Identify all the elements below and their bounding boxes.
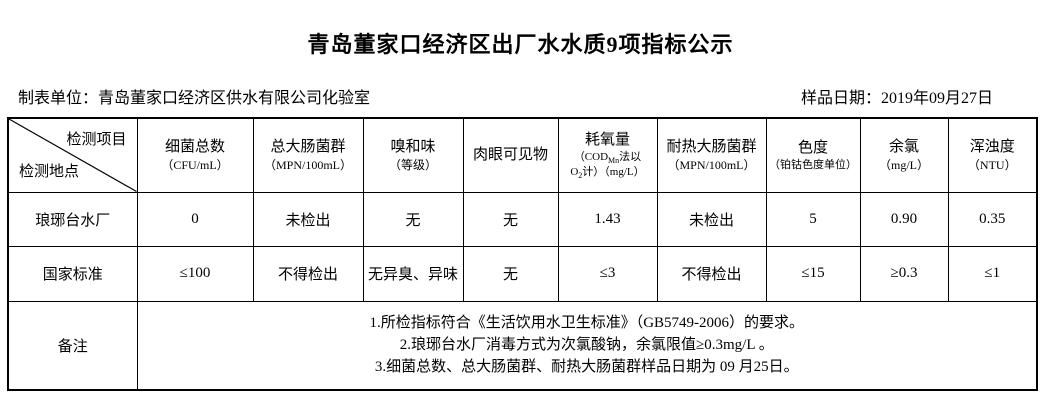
header-name: 嗅和味 [390,138,436,155]
header-thermotolerant-coliform: 耐热大肠菌群 （MPN/100mL） [656,117,767,193]
header-unit: （mg/L） [879,157,929,172]
header-unit-cod-line2: O2计）（mg/L） [570,165,645,180]
data-cell: ≤1 [947,245,1038,302]
corner-bottom-label: 检测地点 [19,163,80,180]
data-cell: 无异臭、异味 [362,245,464,302]
table-row-national-standard: 国家标准 ≤100 不得检出 无异臭、异味 无 ≤3 不得检出 ≤15 ≥0.3… [7,245,1038,302]
notes-row: 备注 1.所检指标符合《生活饮用水卫生标准》（GB5749-2006）的要求。 … [7,300,1038,391]
header-name: 余氯 [888,138,919,155]
header-row: 检测项目 检测地点 细菌总数 （CFU/mL） 总大肠菌群 （MPN/100mL… [7,117,1038,193]
header-unit: （等级） [388,157,437,172]
header-odor-taste: 嗅和味 （等级） [362,117,464,193]
header-name: 色度 [797,139,828,156]
header-name: 总大肠菌群 [270,138,346,155]
note-line: 2.琅琊台水厂消毒方式为次氯酸钠，余氯限值≥0.3mg/L 。 [399,337,774,354]
row-label-langyatai: 琅琊台水厂 [7,191,138,247]
data-cell: 0.35 [947,191,1038,247]
data-cell: ≥0.3 [859,245,949,302]
diagonal-line [9,119,136,191]
header-unit: （MPN/100mL） [667,157,756,172]
header-name: 耐热大肠菌群 [666,138,757,155]
header-name: 浑浊度 [969,138,1015,155]
water-quality-table: 检测项目 检测地点 细菌总数 （CFU/mL） 总大肠菌群 （MPN/100mL… [7,117,1038,391]
data-cell: 未检出 [252,191,364,247]
data-cell: 0 [136,191,254,247]
sample-date-label: 样品日期：2019年09月27日 [800,90,993,107]
corner-top-label: 检测项目 [66,132,127,148]
header-name: 耗氧量 [584,131,630,148]
data-cell: 无 [362,191,464,247]
header-unit: （铂钴色度单位） [769,158,857,171]
data-cell: 未检出 [656,191,767,247]
table-row-langyatai: 琅琊台水厂 0 未检出 无 无 1.43 未检出 5 0.90 0.35 [7,191,1038,247]
header-cod: 耗氧量 （CODMn法以 O2计）（mg/L） [557,117,658,193]
header-bacteria-total: 细菌总数 （CFU/mL） [136,117,254,193]
data-cell: 无 [462,245,559,302]
header-visible-matter: 肉眼可见物 [462,117,559,193]
note-line: 1.所检指标符合《生活饮用水卫生标准》（GB5749-2006）的要求。 [369,315,805,332]
data-cell: 不得检出 [656,245,767,302]
header-unit: （NTU） [967,157,1017,172]
data-cell: ≤3 [557,245,658,302]
data-cell: 5 [765,191,861,247]
header-chroma: 色度 （铂钴色度单位） [765,117,861,193]
o2-subscript: 2 [578,170,583,180]
header-name: 肉眼可见物 [472,146,548,163]
row-label-national-standard: 国家标准 [7,245,138,302]
corner-header-cell: 检测项目 检测地点 [7,117,138,193]
header-unit-cod-line1: （CODMn法以 [573,150,642,165]
page-title: 青岛董家口经济区出厂水水质9项指标公示 [307,32,734,57]
notes-label: 备注 [7,300,138,391]
header-unit: （CFU/mL） [161,157,229,172]
header-unit: （MPN/100mL） [263,157,352,172]
notes-content: 1.所检指标符合《生活饮用水卫生标准》（GB5749-2006）的要求。 2.琅… [136,300,1038,391]
data-cell: ≤15 [765,245,861,302]
data-cell: 无 [462,191,559,247]
table-maker-label: 制表单位：青岛董家口经济区供水有限公司化验室 [18,90,371,107]
note-line: 3.细菌总数、总大肠菌群、耐热大肠菌群样品日期为 09 月25日。 [374,359,799,376]
data-cell: 0.90 [859,191,949,247]
header-total-coliform: 总大肠菌群 （MPN/100mL） [252,117,364,193]
data-cell: ≤100 [136,245,254,302]
data-cell: 不得检出 [252,245,364,302]
header-name: 细菌总数 [164,138,225,155]
header-residual-chlorine: 余氯 （mg/L） [859,117,949,193]
header-turbidity: 浑浊度 （NTU） [947,117,1038,193]
data-cell: 1.43 [557,191,658,247]
cod-subscript-mn: Mn [608,155,620,165]
